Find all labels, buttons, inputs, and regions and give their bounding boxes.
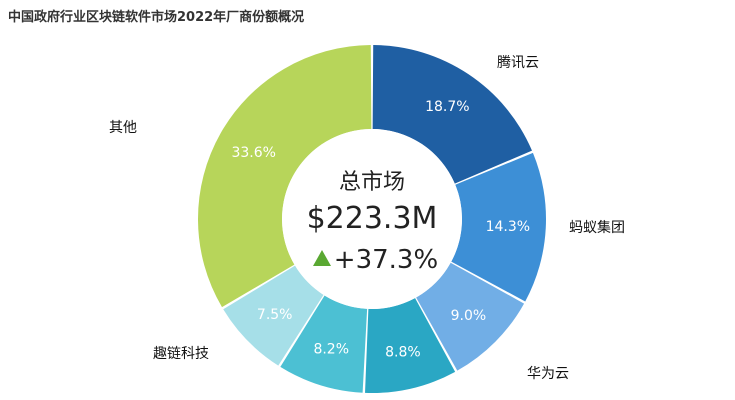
pie-slice — [416, 262, 525, 371]
center-title: 总市场 — [339, 170, 405, 195]
slice-percent-label: 8.2% — [313, 342, 349, 358]
center-growth: +37.3% — [334, 245, 438, 275]
slice-percent-label: 8.8% — [385, 344, 421, 360]
slice-name-label: 腾讯云 — [497, 54, 539, 71]
slice-name-label: 华为云 — [527, 366, 569, 382]
slice-percent-label: 7.5% — [257, 307, 293, 323]
pie-slice — [365, 298, 456, 394]
pie-slice — [197, 45, 372, 308]
slice-percent-label: 33.6% — [231, 145, 275, 161]
slice-name-label: 其他 — [109, 120, 137, 136]
pie-slice — [372, 45, 532, 184]
slice-percent-label: 14.3% — [486, 219, 530, 235]
chart-title: 中国政府行业区块链软件市场2022年厂商份额概况 — [8, 10, 305, 25]
slice-percent-label: 9.0% — [451, 308, 487, 324]
slice-name-label: 趣链科技 — [153, 346, 209, 362]
center-value: $223.3M — [307, 201, 438, 236]
up-arrow-icon — [313, 250, 331, 266]
pie-slice — [223, 265, 324, 366]
pie-slice — [280, 295, 368, 393]
slice-percent-label: 18.7% — [425, 99, 469, 115]
slice-name-label: 蚂蚁集团 — [569, 219, 625, 236]
pie-slice — [451, 152, 547, 302]
